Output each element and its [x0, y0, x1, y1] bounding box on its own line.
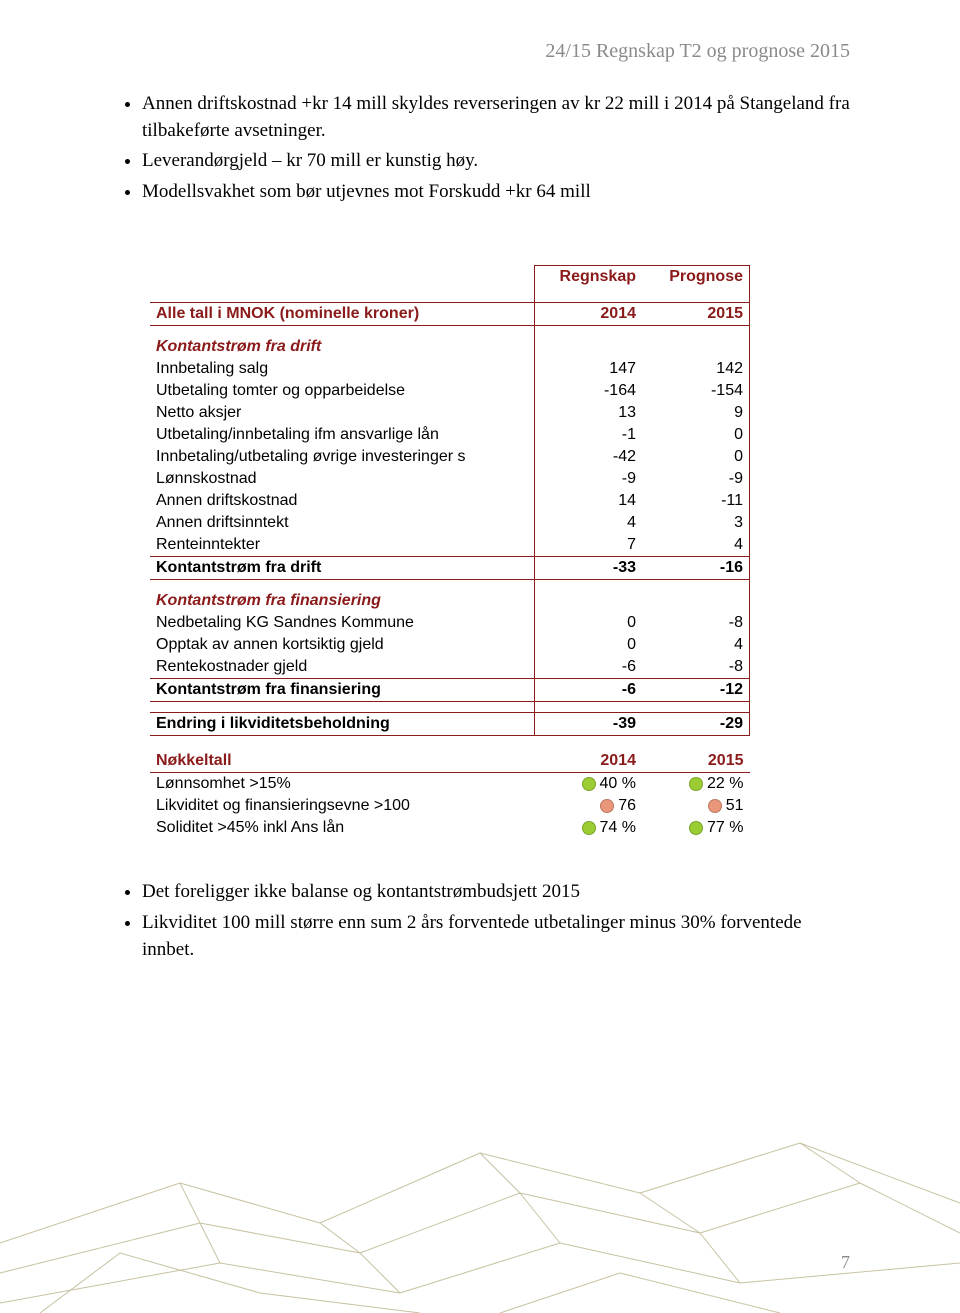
cell: 4 — [642, 634, 750, 656]
sum-cell: -12 — [642, 679, 750, 702]
cell: -11 — [642, 490, 750, 512]
cell: -9 — [535, 468, 643, 490]
row-label: Annen driftskostnad — [150, 490, 535, 512]
endring-label: Endring i likviditetsbeholdning — [150, 713, 535, 736]
row-label: Nedbetaling KG Sandnes Kommune — [150, 612, 535, 634]
cell: -164 — [535, 380, 643, 402]
nokkel-title: Nøkkeltall — [150, 750, 535, 773]
cell: 4 — [535, 512, 643, 534]
cell: -6 — [535, 656, 643, 679]
page-header: 24/15 Regnskap T2 og prognose 2015 — [110, 40, 850, 63]
cell: 9 — [642, 402, 750, 424]
status-dot-icon — [689, 777, 703, 791]
kpi-cell: 77 % — [642, 817, 750, 839]
row-label: Rentekostnader gjeld — [150, 656, 535, 679]
cell: -8 — [642, 656, 750, 679]
cell: 14 — [535, 490, 643, 512]
kpi-label: Lønnsomhet >15% — [150, 773, 535, 796]
section-title: Kontantstrøm fra finansiering — [150, 590, 535, 612]
status-dot-icon — [582, 777, 596, 791]
cell: 13 — [535, 402, 643, 424]
year-cell: 2014 — [535, 303, 643, 326]
sum-cell: -16 — [642, 557, 750, 580]
page-number: 7 — [841, 1252, 850, 1273]
bullet-item: Likviditet 100 mill større enn sum 2 års… — [142, 910, 850, 963]
row-label: Utbetaling tomter og opparbeidelse — [150, 380, 535, 402]
row-label: Netto aksjer — [150, 402, 535, 424]
row-label: Innbetaling/utbetaling øvrige investerin… — [150, 446, 535, 468]
cell: -154 — [642, 380, 750, 402]
status-dot-icon — [582, 821, 596, 835]
bottom-bullet-list: Det foreligger ikke balanse og kontantst… — [110, 879, 850, 963]
status-dot-icon — [600, 799, 614, 813]
table-title: Alle tall i MNOK (nominelle kroner) — [150, 303, 535, 326]
kpi-cell: 76 — [535, 795, 643, 817]
row-label: Innbetaling salg — [150, 358, 535, 380]
col-header: Regnskap — [535, 266, 643, 289]
sum-label: Kontantstrøm fra drift — [150, 557, 535, 580]
row-label: Utbetaling/innbetaling ifm ansvarlige lå… — [150, 424, 535, 446]
cell: -8 — [642, 612, 750, 634]
bullet-item: Det foreligger ikke balanse og kontantst… — [142, 879, 850, 906]
year-cell: 2014 — [535, 750, 643, 773]
kpi-cell: 51 — [642, 795, 750, 817]
kpi-cell: 22 % — [642, 773, 750, 796]
status-dot-icon — [708, 799, 722, 813]
bullet-item: Annen driftskostnad +kr 14 mill skyldes … — [142, 91, 850, 144]
row-label: Opptak av annen kortsiktig gjeld — [150, 634, 535, 656]
year-cell: 2015 — [642, 750, 750, 773]
top-bullet-list: Annen driftskostnad +kr 14 mill skyldes … — [110, 91, 850, 205]
cell: 3 — [642, 512, 750, 534]
cell: 0 — [535, 634, 643, 656]
cell: -42 — [535, 446, 643, 468]
cell: 4 — [642, 534, 750, 557]
cell: 0 — [642, 446, 750, 468]
row-label: Annen driftsinntekt — [150, 512, 535, 534]
cell: 0 — [642, 424, 750, 446]
cell: 7 — [535, 534, 643, 557]
kpi-cell: 74 % — [535, 817, 643, 839]
status-dot-icon — [689, 821, 703, 835]
financial-table: Regnskap Prognose Alle tall i MNOK (nomi… — [150, 265, 750, 839]
cell: -9 — [642, 468, 750, 490]
kpi-label: Soliditet >45% inkl Ans lån — [150, 817, 535, 839]
bullet-item: Modellsvakhet som bør utjevnes mot Forsk… — [142, 179, 850, 206]
sum-cell: -33 — [535, 557, 643, 580]
section-title: Kontantstrøm fra drift — [150, 336, 535, 358]
endring-cell: -39 — [535, 713, 643, 736]
col-header: Prognose — [642, 266, 750, 289]
kpi-label: Likviditet og finansieringsevne >100 — [150, 795, 535, 817]
kpi-cell: 40 % — [535, 773, 643, 796]
cell: -1 — [535, 424, 643, 446]
cell: 142 — [642, 358, 750, 380]
bullet-item: Leverandørgjeld – kr 70 mill er kunstig … — [142, 148, 850, 175]
row-label: Lønnskostnad — [150, 468, 535, 490]
year-cell: 2015 — [642, 303, 750, 326]
wireframe-bg — [0, 993, 960, 1313]
row-label: Renteinntekter — [150, 534, 535, 557]
sum-cell: -6 — [535, 679, 643, 702]
endring-cell: -29 — [642, 713, 750, 736]
cell: 147 — [535, 358, 643, 380]
sum-label: Kontantstrøm fra finansiering — [150, 679, 535, 702]
cell: 0 — [535, 612, 643, 634]
